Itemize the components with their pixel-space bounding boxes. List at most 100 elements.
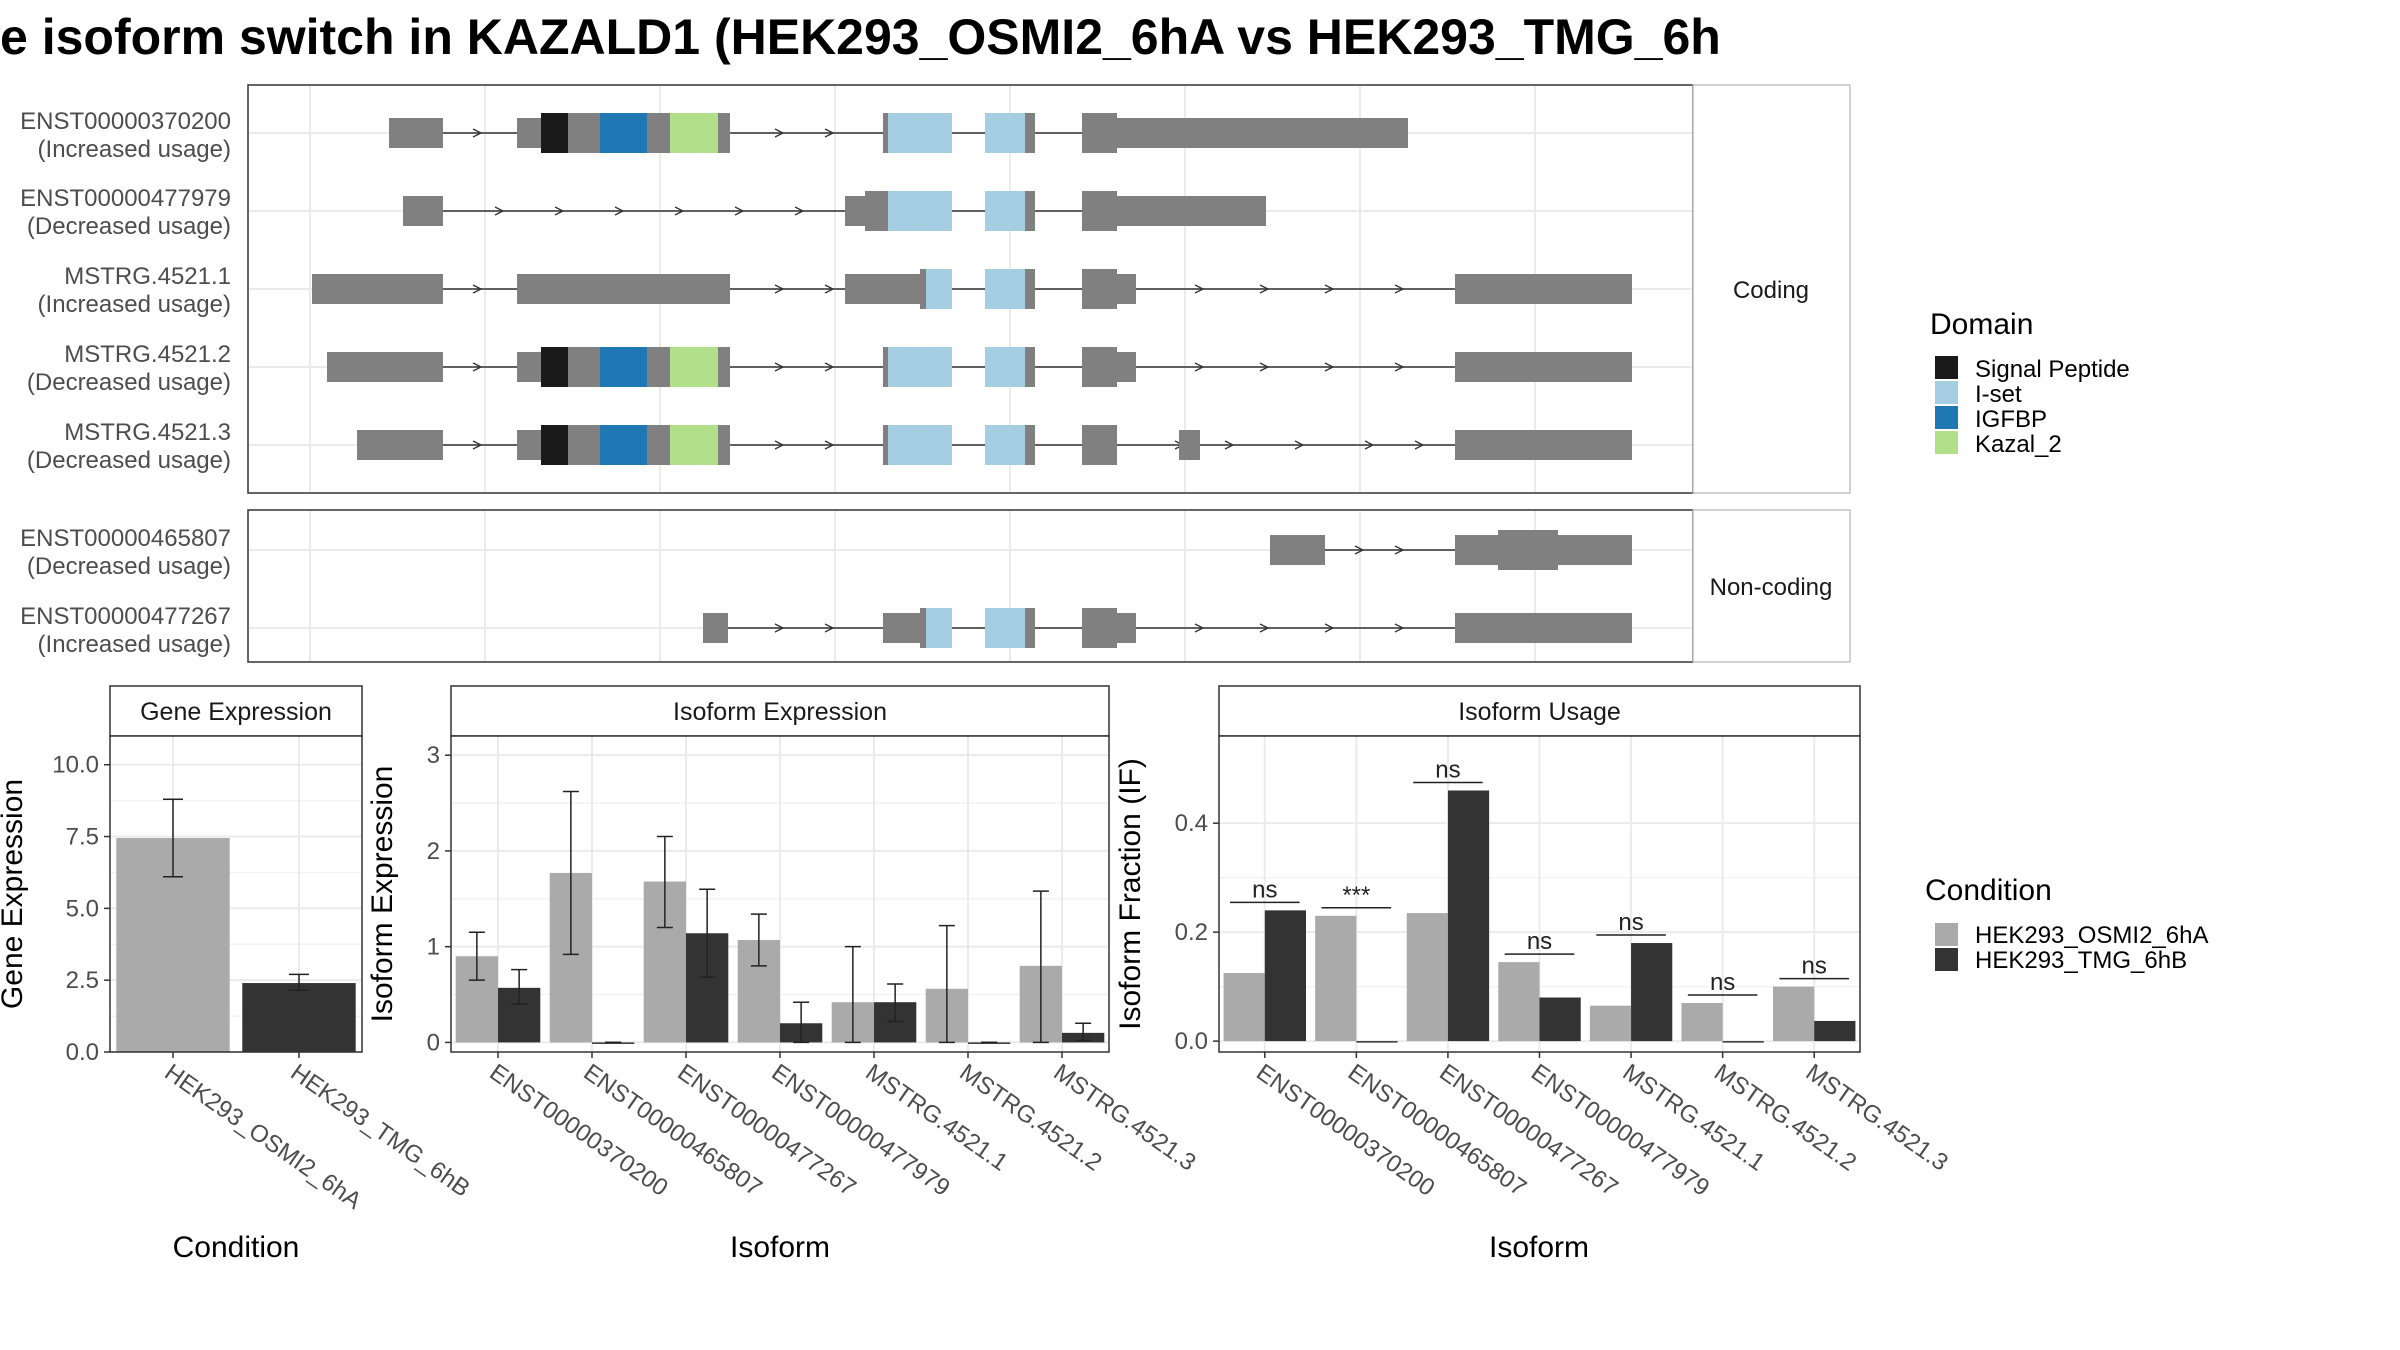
chart-title: Gene Expression bbox=[140, 698, 332, 726]
domain-block bbox=[670, 425, 718, 465]
intron-arrow bbox=[824, 128, 835, 138]
domain-block bbox=[985, 608, 1025, 648]
exon-block bbox=[1455, 274, 1632, 304]
legend-swatch-igfbp bbox=[1935, 406, 1958, 429]
exon-block bbox=[1117, 196, 1266, 226]
intron-arrow bbox=[472, 440, 483, 450]
domain-block bbox=[985, 347, 1025, 387]
exon-block bbox=[647, 347, 670, 387]
legend-label: I-set bbox=[1975, 381, 2022, 408]
exon-block bbox=[1455, 613, 1632, 643]
intron-arrow bbox=[794, 206, 805, 216]
isoform-label: ENST00000477979 bbox=[20, 185, 231, 212]
intron-arrow bbox=[824, 362, 835, 372]
y-tick-label: 3 bbox=[427, 742, 440, 769]
legend-label: HEK293_OSMI2_6hA bbox=[1975, 922, 2208, 949]
figure-title: e isoform switch in KAZALD1 (HEK293_OSMI… bbox=[0, 9, 1721, 65]
exon-block bbox=[357, 430, 443, 460]
exon-block bbox=[1498, 530, 1558, 570]
bar bbox=[1681, 1002, 1723, 1042]
y-tick-label: 7.5 bbox=[66, 824, 99, 851]
facet-strip bbox=[109, 685, 363, 737]
intron-arrow bbox=[472, 128, 483, 138]
domain-block bbox=[541, 347, 568, 387]
domain-block bbox=[985, 113, 1025, 153]
intron-arrow bbox=[674, 206, 685, 216]
significance-label: ns bbox=[1710, 969, 1735, 996]
isoform-label: ENST00000370200 bbox=[20, 108, 231, 135]
legend-label: Kazal_2 bbox=[1975, 431, 2062, 458]
isoform-expression-chart: Isoform Expression0123ENST00000370200ENS… bbox=[366, 685, 1201, 1264]
transcript-row bbox=[389, 113, 1408, 153]
noncoding-panel-frame bbox=[247, 509, 1694, 663]
isoform-structure-panel: Coding Non-coding ENST00000370200 (Incre… bbox=[20, 84, 1851, 663]
bar bbox=[1406, 913, 1448, 1042]
exon-block bbox=[312, 274, 443, 304]
exon-block bbox=[389, 118, 443, 148]
intron-arrow bbox=[1414, 440, 1425, 450]
bar bbox=[1773, 986, 1815, 1042]
exon-block bbox=[1117, 352, 1136, 382]
intron-arrow bbox=[774, 623, 785, 633]
intron-arrow bbox=[1364, 440, 1375, 450]
exon-block bbox=[883, 425, 888, 465]
bar bbox=[1814, 1020, 1856, 1042]
bar bbox=[1631, 943, 1673, 1042]
domain-block bbox=[541, 113, 568, 153]
exon-block bbox=[1117, 274, 1136, 304]
exon-block bbox=[403, 196, 443, 226]
y-tick-label: 0.0 bbox=[1175, 1028, 1208, 1055]
intron-arrow bbox=[774, 362, 785, 372]
legend-label: IGFBP bbox=[1975, 406, 2047, 433]
bar bbox=[1589, 1005, 1632, 1042]
transcript-row bbox=[312, 269, 1632, 309]
domain-block bbox=[926, 269, 952, 309]
usage-label: (Decreased usage) bbox=[27, 553, 231, 580]
transcript-row bbox=[357, 425, 1632, 465]
domain-block bbox=[888, 347, 952, 387]
exon-block bbox=[517, 352, 541, 382]
significance-label: ns bbox=[1252, 876, 1277, 903]
usage-label: (Decreased usage) bbox=[27, 213, 231, 240]
x-axis-title: Isoform bbox=[730, 1231, 830, 1264]
domain-block bbox=[888, 113, 952, 153]
noncoding-row-labels: ENST00000465807 (Decreased usage) ENST00… bbox=[20, 525, 231, 658]
bar bbox=[242, 983, 356, 1052]
y-axis-title: Isoform Fraction (IF) bbox=[1114, 758, 1147, 1030]
domain-block bbox=[670, 113, 718, 153]
exon-block bbox=[1082, 269, 1117, 309]
legend-label: HEK293_TMG_6hB bbox=[1975, 947, 2187, 974]
coding-strip bbox=[1692, 84, 1851, 494]
exon-block bbox=[1025, 425, 1035, 465]
intron-arrow bbox=[1224, 440, 1235, 450]
significance-label: *** bbox=[1342, 882, 1370, 909]
intron-arrow bbox=[472, 362, 483, 372]
y-tick-label: 5.0 bbox=[66, 895, 99, 922]
exon-block bbox=[647, 113, 670, 153]
domain-legend: Domain Signal Peptide I-set IGFBP Kazal_… bbox=[1930, 308, 2130, 458]
exon-block bbox=[517, 274, 730, 304]
domain-block bbox=[985, 269, 1025, 309]
intron-arrow bbox=[1394, 545, 1405, 555]
intron-arrow bbox=[1394, 284, 1405, 294]
isoform-label: MSTRG.4521.3 bbox=[64, 419, 231, 446]
domain-block bbox=[600, 113, 647, 153]
domain-block bbox=[926, 608, 952, 648]
coding-row-labels: ENST00000370200 (Increased usage) ENST00… bbox=[20, 108, 231, 474]
bar bbox=[1223, 973, 1265, 1042]
exon-block bbox=[647, 425, 670, 465]
intron-arrow bbox=[1324, 623, 1335, 633]
transcript-row bbox=[403, 191, 1266, 231]
exon-block bbox=[1117, 118, 1408, 148]
transcript-row bbox=[1270, 530, 1632, 570]
noncoding-strip-label: Non-coding bbox=[1710, 574, 1833, 601]
exon-block bbox=[1179, 430, 1200, 460]
exon-block bbox=[1455, 535, 1498, 565]
intron-arrow bbox=[824, 284, 835, 294]
exon-block bbox=[1082, 425, 1117, 465]
y-tick-label: 0.2 bbox=[1175, 919, 1208, 946]
domain-block bbox=[541, 425, 568, 465]
exon-block bbox=[920, 269, 926, 309]
intron-arrow bbox=[1194, 284, 1205, 294]
